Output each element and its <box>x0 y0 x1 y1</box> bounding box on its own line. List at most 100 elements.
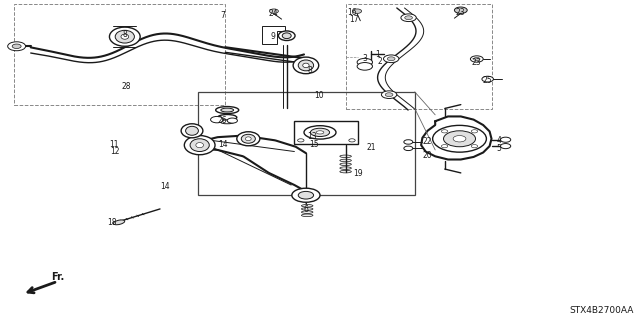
Ellipse shape <box>196 143 204 148</box>
Ellipse shape <box>301 214 313 217</box>
Text: 28: 28 <box>122 82 131 91</box>
Circle shape <box>454 7 467 13</box>
Text: 1: 1 <box>375 50 380 59</box>
Circle shape <box>471 130 477 133</box>
Circle shape <box>500 144 511 149</box>
Text: STX4B2700AA: STX4B2700AA <box>569 306 634 315</box>
Circle shape <box>442 130 448 133</box>
Ellipse shape <box>121 34 129 39</box>
Ellipse shape <box>115 30 134 43</box>
Circle shape <box>349 139 355 142</box>
Circle shape <box>357 58 372 66</box>
Text: 14: 14 <box>218 140 228 149</box>
Circle shape <box>387 57 395 61</box>
Circle shape <box>357 63 372 70</box>
Text: 20: 20 <box>422 151 433 160</box>
Text: 13: 13 <box>307 132 317 141</box>
Ellipse shape <box>304 126 336 139</box>
Circle shape <box>470 56 483 62</box>
Ellipse shape <box>293 57 319 74</box>
Ellipse shape <box>237 132 260 146</box>
Text: 21: 21 <box>367 143 376 152</box>
Bar <box>198 92 415 195</box>
Text: 16: 16 <box>347 8 357 17</box>
Text: 23: 23 <box>472 58 482 67</box>
Circle shape <box>298 139 304 142</box>
Circle shape <box>401 14 416 22</box>
Circle shape <box>211 116 223 123</box>
Circle shape <box>404 16 412 20</box>
Circle shape <box>12 44 21 48</box>
Ellipse shape <box>310 128 330 137</box>
Text: 15: 15 <box>308 140 319 149</box>
Circle shape <box>442 145 448 148</box>
Text: 4: 4 <box>497 137 502 145</box>
Ellipse shape <box>340 163 351 166</box>
Text: 25: 25 <box>483 76 493 85</box>
Circle shape <box>404 140 413 144</box>
Ellipse shape <box>340 159 351 162</box>
Text: Fr.: Fr. <box>51 272 65 282</box>
Circle shape <box>298 191 314 199</box>
Text: 11: 11 <box>109 140 118 149</box>
Text: 7: 7 <box>220 11 225 20</box>
Circle shape <box>385 93 393 97</box>
Circle shape <box>453 136 466 142</box>
Text: 26: 26 <box>218 116 228 125</box>
Ellipse shape <box>221 108 234 112</box>
Ellipse shape <box>278 31 295 41</box>
Polygon shape <box>262 26 285 44</box>
Ellipse shape <box>190 139 209 152</box>
Circle shape <box>482 76 493 82</box>
Ellipse shape <box>340 155 351 158</box>
Text: 19: 19 <box>353 169 364 178</box>
Ellipse shape <box>301 211 313 213</box>
Ellipse shape <box>216 107 239 114</box>
Ellipse shape <box>113 220 125 225</box>
Circle shape <box>474 57 480 61</box>
Ellipse shape <box>181 124 203 138</box>
Circle shape <box>444 131 476 147</box>
Circle shape <box>269 9 278 13</box>
Circle shape <box>292 188 320 202</box>
Text: 18: 18 <box>108 218 116 227</box>
Bar <box>14 4 225 105</box>
Text: 8: 8 <box>307 66 312 75</box>
Text: 10: 10 <box>314 91 324 100</box>
Text: 6: 6 <box>303 205 308 214</box>
Text: 5: 5 <box>497 144 502 153</box>
Ellipse shape <box>246 137 252 141</box>
Text: 9: 9 <box>271 32 276 41</box>
Ellipse shape <box>218 115 237 120</box>
Ellipse shape <box>109 27 140 46</box>
Text: 17: 17 <box>349 15 359 24</box>
Circle shape <box>383 55 399 63</box>
Text: 2: 2 <box>378 57 383 66</box>
Bar <box>294 121 358 144</box>
Text: 3: 3 <box>362 54 367 63</box>
Ellipse shape <box>301 208 313 210</box>
Circle shape <box>500 137 511 142</box>
Circle shape <box>227 118 237 123</box>
Text: 14: 14 <box>160 182 170 191</box>
Ellipse shape <box>282 33 291 39</box>
Ellipse shape <box>184 136 215 155</box>
Ellipse shape <box>340 170 351 173</box>
Ellipse shape <box>316 131 324 134</box>
Text: 8: 8 <box>122 30 127 39</box>
Ellipse shape <box>303 63 309 68</box>
Circle shape <box>8 42 26 51</box>
Ellipse shape <box>298 60 314 71</box>
Ellipse shape <box>186 126 198 135</box>
Text: 12: 12 <box>111 147 120 156</box>
Ellipse shape <box>340 167 351 169</box>
Circle shape <box>404 146 413 151</box>
Ellipse shape <box>241 134 255 143</box>
Circle shape <box>381 91 397 99</box>
Ellipse shape <box>220 120 234 124</box>
Text: 24: 24 <box>268 9 278 18</box>
Circle shape <box>353 9 362 13</box>
Text: 22: 22 <box>423 137 432 146</box>
Circle shape <box>471 145 477 148</box>
Circle shape <box>433 125 486 152</box>
